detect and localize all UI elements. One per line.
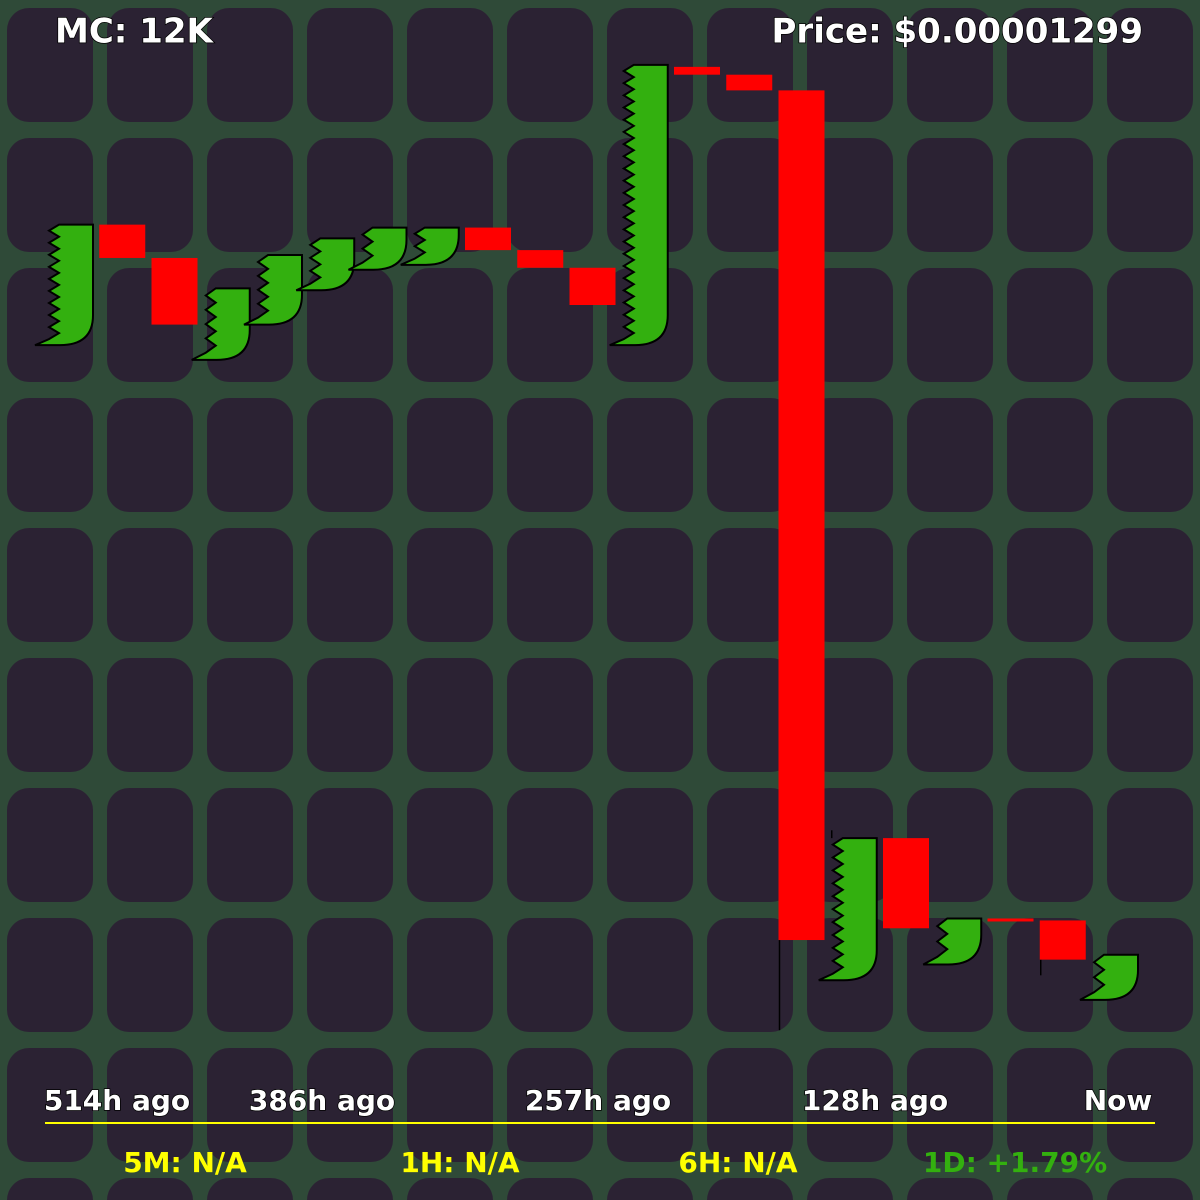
candle-down	[778, 90, 825, 941]
x-axis-label: 386h ago	[249, 1084, 395, 1117]
candle-up	[243, 254, 303, 326]
candles	[34, 63, 1139, 1031]
candle-up	[818, 837, 878, 982]
candle-up	[34, 223, 94, 347]
price: Price: $0.00001299	[772, 12, 1143, 52]
candle-up	[1079, 953, 1139, 1001]
candle-down	[1039, 920, 1086, 960]
x-axis-label: 514h ago	[44, 1084, 190, 1117]
candle-down	[151, 257, 198, 325]
candle-down	[883, 838, 929, 929]
candle-up	[191, 287, 251, 361]
candle-up	[609, 63, 669, 347]
stat: 6H: N/A	[678, 1146, 798, 1179]
market-cap: MC: 12K	[55, 12, 215, 52]
stat: 1D: +1.79%	[923, 1146, 1107, 1179]
candle-up	[295, 237, 356, 292]
x-axis-label: 257h ago	[525, 1084, 671, 1117]
candle-down	[569, 267, 616, 305]
x-axis-label: 128h ago	[802, 1084, 948, 1117]
x-axis-label: Now	[1084, 1084, 1153, 1117]
candle-up	[348, 226, 408, 271]
candle-down	[987, 918, 1034, 922]
candle-down	[465, 227, 511, 251]
candle-down	[674, 66, 720, 75]
candle-down	[726, 74, 773, 91]
stat: 1H: N/A	[400, 1146, 520, 1179]
stat: 5M: N/A	[123, 1146, 247, 1179]
candle-down	[517, 250, 564, 268]
candle-up	[922, 917, 983, 966]
candle-up	[400, 226, 460, 266]
candle-down	[99, 224, 146, 258]
